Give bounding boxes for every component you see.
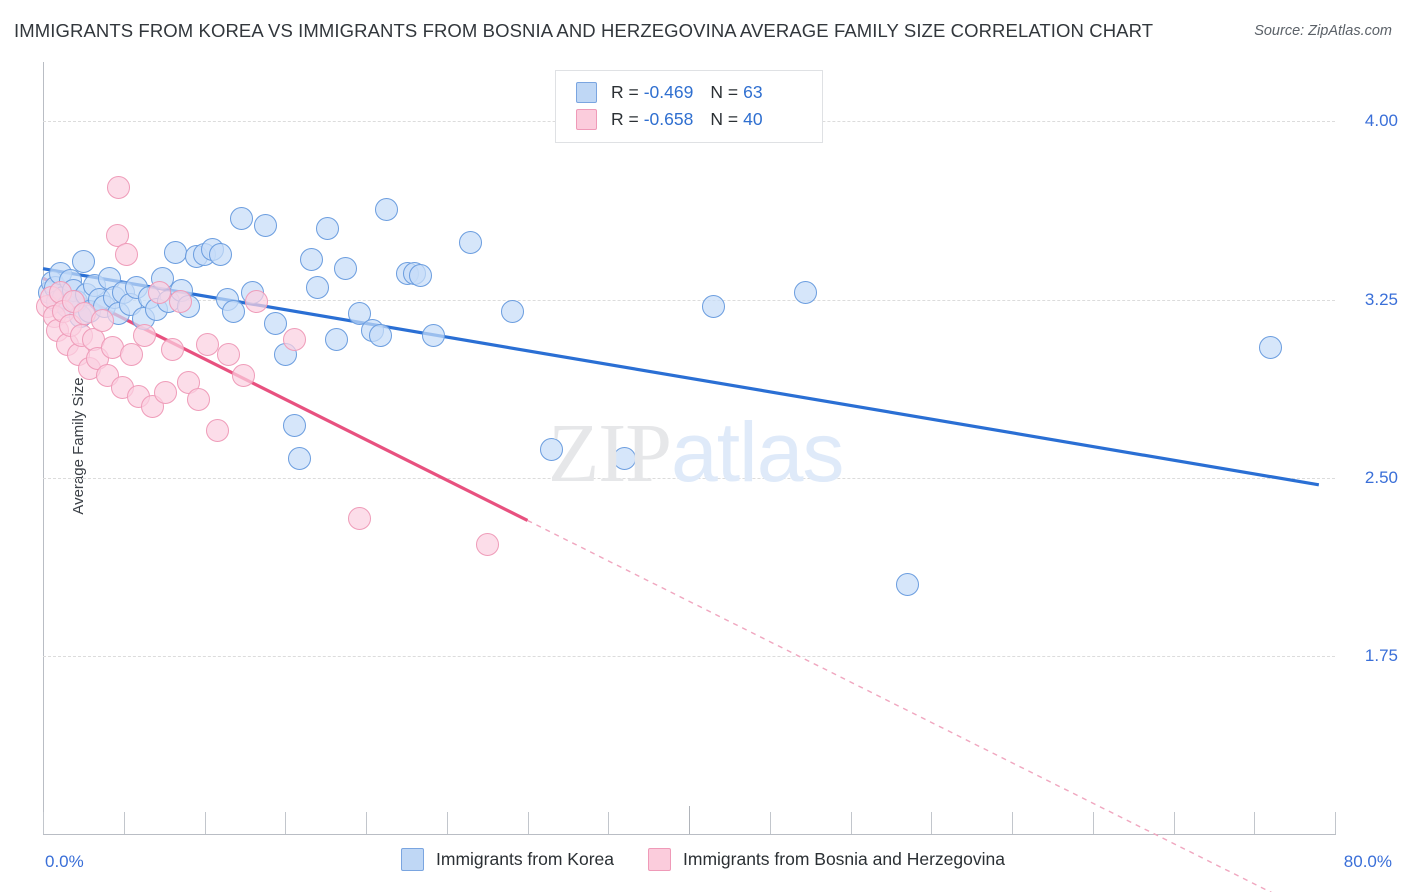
- legend-item-korea[interactable]: Immigrants from Korea: [401, 848, 614, 871]
- scatter-point[interactable]: [283, 328, 307, 352]
- scatter-point[interactable]: [160, 337, 184, 361]
- scatter-point[interactable]: [459, 231, 483, 255]
- scatter-point[interactable]: [231, 364, 255, 388]
- legend-swatch-bosnia-icon: [648, 848, 671, 871]
- series-swatch-bosnia-icon: [576, 109, 597, 130]
- scatter-point[interactable]: [217, 342, 241, 366]
- scatter-point[interactable]: [475, 532, 499, 556]
- legend-label-korea: Immigrants from Korea: [436, 849, 614, 869]
- scatter-point[interactable]: [264, 311, 288, 335]
- legend-item-bosnia[interactable]: Immigrants from Bosnia and Herzegovina: [648, 848, 1005, 871]
- scatter-point[interactable]: [325, 328, 349, 352]
- n-value-korea: 63: [743, 82, 763, 102]
- scatter-point[interactable]: [115, 242, 139, 266]
- scatter-point[interactable]: [793, 280, 817, 304]
- x-axis-tick: [1092, 812, 1094, 834]
- scatter-point[interactable]: [375, 197, 399, 221]
- scatter-point[interactable]: [154, 380, 178, 404]
- scatter-point[interactable]: [254, 214, 278, 238]
- plot-area: [36, 62, 1335, 892]
- scatter-point[interactable]: [409, 264, 433, 288]
- legend-label-bosnia: Immigrants from Bosnia and Herzegovina: [683, 849, 1005, 869]
- x-axis-tick: [366, 812, 367, 834]
- scatter-point[interactable]: [107, 176, 131, 200]
- r-value-korea: -0.469: [643, 82, 694, 102]
- scatter-point[interactable]: [186, 387, 210, 411]
- x-axis-max-label: 80.0%: [1343, 852, 1392, 871]
- y-axis-line: [43, 62, 44, 834]
- x-axis-min-label: 0.0%: [45, 852, 84, 871]
- n-key-korea: N =: [710, 82, 739, 102]
- scatter-point[interactable]: [209, 242, 233, 266]
- scatter-point[interactable]: [91, 309, 115, 333]
- scatter-point[interactable]: [168, 290, 192, 314]
- x-axis-tick: [1173, 812, 1175, 834]
- x-axis-tick: [43, 812, 44, 834]
- scatter-point[interactable]: [230, 207, 254, 231]
- x-axis-tick: [285, 812, 287, 834]
- scatter-point[interactable]: [222, 299, 246, 323]
- scatter-point[interactable]: [369, 323, 393, 347]
- scatter-point[interactable]: [205, 418, 229, 442]
- scatter-point[interactable]: [333, 257, 357, 281]
- gridline: [43, 477, 1335, 479]
- chart-legend: Immigrants from Korea Immigrants from Bo…: [0, 848, 1406, 871]
- x-axis-tick: [527, 812, 529, 834]
- scatter-point[interactable]: [120, 342, 144, 366]
- x-axis-tick: [446, 812, 448, 834]
- scatter-point[interactable]: [288, 447, 312, 471]
- scatter-point[interactable]: [501, 299, 525, 323]
- stats-row-korea: R = -0.469 N = 63: [556, 79, 822, 106]
- x-axis-tick: [123, 812, 125, 834]
- scatter-point[interactable]: [422, 323, 446, 347]
- scatter-point[interactable]: [299, 247, 323, 271]
- legend-swatch-korea-icon: [401, 848, 425, 871]
- scatter-point[interactable]: [244, 290, 268, 314]
- r-key-korea: R =: [611, 82, 639, 102]
- gridline: [43, 299, 1335, 301]
- scatter-point[interactable]: [315, 216, 339, 240]
- scatter-point[interactable]: [895, 573, 919, 597]
- x-axis-tick: [1012, 812, 1013, 834]
- scatter-point[interactable]: [612, 447, 636, 471]
- x-axis-tick: [931, 812, 933, 834]
- y-axis-tick-label: 4.00: [1364, 111, 1398, 131]
- scatter-point[interactable]: [163, 240, 187, 264]
- series-swatch-korea-icon: [576, 82, 597, 103]
- x-axis-line: [43, 834, 1336, 835]
- scatter-point[interactable]: [71, 250, 95, 274]
- scatter-point[interactable]: [133, 323, 157, 347]
- x-axis-tick: [1254, 812, 1256, 834]
- r-value-bosnia: -0.658: [643, 109, 694, 129]
- stats-row-bosnia: R = -0.658 N = 40: [556, 106, 822, 133]
- x-axis-tick: [1335, 812, 1336, 834]
- y-axis-tick-label: 1.75: [1364, 645, 1398, 665]
- scatter-point[interactable]: [540, 437, 564, 461]
- n-key-bosnia: N =: [710, 109, 739, 129]
- x-axis-tick: [850, 812, 852, 834]
- correlation-stats-box: R = -0.469 N = 63 R = -0.658 N = 40: [555, 70, 823, 143]
- trend-line-extension-immigrants-from-bosnia-and-herzegovina: [527, 519, 1273, 892]
- scatter-point[interactable]: [1258, 335, 1282, 359]
- y-axis-tick-label: 3.25: [1364, 289, 1398, 309]
- x-axis-tick: [204, 812, 206, 834]
- scatter-point[interactable]: [196, 333, 220, 357]
- chart-title: IMMIGRANTS FROM KOREA VS IMMIGRANTS FROM…: [14, 20, 1154, 41]
- n-value-bosnia: 40: [743, 109, 763, 129]
- scatter-point[interactable]: [348, 302, 372, 326]
- scatter-point[interactable]: [348, 506, 372, 530]
- gridline: [43, 655, 1335, 657]
- x-axis-tick: [769, 812, 771, 834]
- scatter-point[interactable]: [283, 413, 307, 437]
- x-axis-tick: [689, 806, 690, 834]
- source-label: Source: ZipAtlas.com: [1254, 23, 1392, 39]
- r-key-bosnia: R =: [611, 109, 639, 129]
- scatter-point[interactable]: [701, 295, 725, 319]
- x-axis-tick: [608, 812, 610, 834]
- y-axis-tick-label: 2.50: [1364, 467, 1398, 487]
- scatter-point[interactable]: [147, 280, 171, 304]
- trend-lines: [42, 267, 1320, 892]
- scatter-point[interactable]: [306, 276, 330, 300]
